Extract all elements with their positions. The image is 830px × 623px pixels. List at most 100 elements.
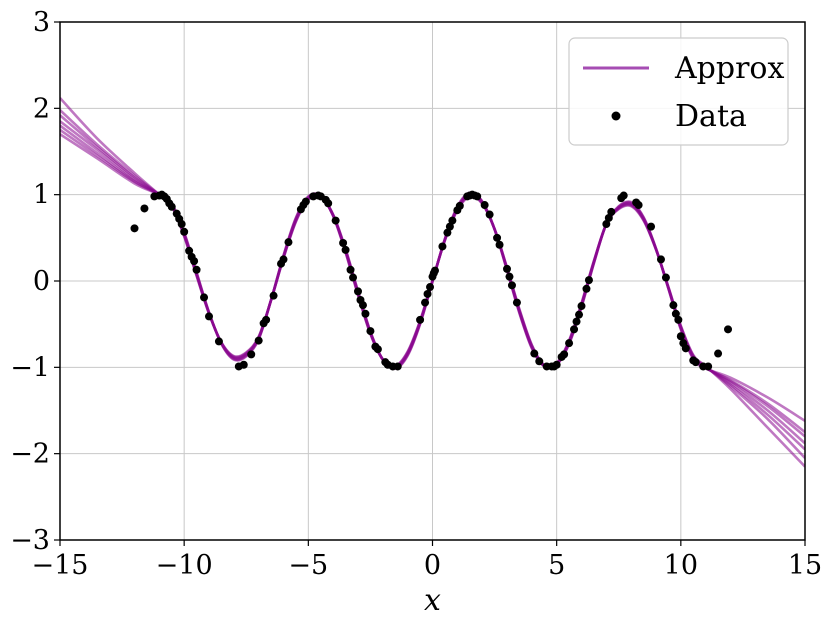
- data-point: [262, 315, 271, 324]
- data-point: [269, 291, 278, 300]
- y-tick-label: 3: [33, 7, 50, 38]
- data-point: [676, 332, 685, 341]
- x-tick-label: −15: [32, 550, 89, 581]
- data-point: [582, 284, 591, 293]
- data-point: [301, 197, 310, 206]
- data-point: [331, 216, 340, 225]
- x-tick-label: 15: [788, 550, 822, 581]
- data-point: [570, 325, 579, 334]
- legend-approx-label: Approx: [674, 51, 784, 86]
- data-point: [190, 257, 199, 266]
- data-point: [180, 227, 189, 236]
- y-tick-label: 1: [33, 180, 50, 211]
- data-point: [485, 210, 494, 219]
- data-point: [507, 281, 516, 290]
- x-ticks: −15 −10 −5 0 5 10 15: [32, 540, 822, 581]
- x-tick-label: −10: [156, 550, 213, 581]
- data-point: [552, 360, 561, 369]
- data-point: [577, 302, 586, 311]
- data-point: [495, 240, 504, 249]
- data-point: [192, 265, 201, 274]
- data-point: [349, 273, 358, 282]
- y-tick-label: −2: [10, 439, 50, 470]
- data-point: [443, 228, 452, 237]
- data-point: [239, 360, 248, 369]
- data-point: [674, 315, 683, 324]
- data-point: [607, 207, 616, 216]
- data-point: [656, 255, 665, 264]
- data-point: [346, 265, 355, 274]
- data-point: [366, 327, 375, 336]
- data-point: [200, 293, 209, 302]
- x-tick-label: 0: [424, 550, 441, 581]
- data-point: [416, 315, 425, 324]
- data-point: [602, 220, 611, 229]
- data-point: [214, 337, 223, 346]
- data-point: [724, 325, 733, 334]
- data-point: [572, 317, 581, 326]
- data-point: [339, 239, 348, 248]
- data-point: [167, 202, 176, 211]
- data-point: [493, 233, 502, 242]
- data-point: [584, 276, 593, 285]
- data-point: [354, 287, 362, 296]
- data-point: [691, 358, 700, 367]
- data-point: [421, 298, 430, 307]
- data-point: [284, 238, 293, 247]
- data-point: [619, 191, 628, 200]
- y-tick-label: 0: [33, 266, 50, 297]
- data-point: [430, 266, 439, 275]
- y-tick-label: −3: [10, 525, 50, 556]
- data-point: [512, 298, 521, 307]
- data-point: [279, 255, 288, 264]
- data-point: [671, 309, 680, 318]
- data-point: [473, 192, 482, 201]
- legend-box: [568, 37, 789, 146]
- data-point: [324, 199, 333, 208]
- data-point: [361, 309, 370, 318]
- data-point: [669, 301, 678, 310]
- data-point: [423, 289, 432, 298]
- data-point: [604, 213, 613, 222]
- data-point: [426, 283, 435, 292]
- data-point: [185, 246, 194, 255]
- data-point: [205, 312, 213, 321]
- data-point: [704, 362, 713, 371]
- data-point: [565, 339, 574, 348]
- data-point: [634, 201, 643, 210]
- data-point: [535, 357, 544, 366]
- data-points: [130, 190, 733, 371]
- data-point: [530, 349, 539, 358]
- y-ticks: −3 −2 −1 0 1 2 3: [10, 7, 60, 556]
- data-point: [438, 242, 447, 251]
- legend-data-swatch: [611, 111, 621, 121]
- data-point: [575, 310, 584, 319]
- x-tick-label: 5: [548, 550, 565, 581]
- data-point: [647, 222, 656, 231]
- data-point: [505, 272, 514, 281]
- data-point: [130, 224, 139, 233]
- y-tick-label: −1: [10, 352, 50, 383]
- data-point: [341, 245, 350, 254]
- data-point: [247, 350, 256, 359]
- data-point: [448, 216, 457, 225]
- data-point: [503, 264, 511, 273]
- data-point: [177, 220, 186, 229]
- data-point: [661, 273, 670, 282]
- x-tick-label: 10: [664, 550, 698, 581]
- legend: Approx Data: [568, 37, 789, 146]
- y-tick-label: 2: [33, 93, 50, 124]
- data-point: [140, 204, 149, 213]
- data-point: [560, 350, 569, 359]
- data-point: [358, 301, 367, 310]
- legend-data-label: Data: [675, 99, 747, 134]
- data-point: [254, 336, 263, 345]
- data-point: [445, 222, 454, 231]
- x-axis-label: x: [424, 583, 441, 618]
- x-tick-label: −5: [288, 550, 328, 581]
- data-point: [373, 345, 382, 354]
- data-point: [681, 344, 690, 353]
- data-point: [714, 349, 723, 358]
- data-point: [455, 201, 464, 210]
- data-point: [393, 362, 402, 371]
